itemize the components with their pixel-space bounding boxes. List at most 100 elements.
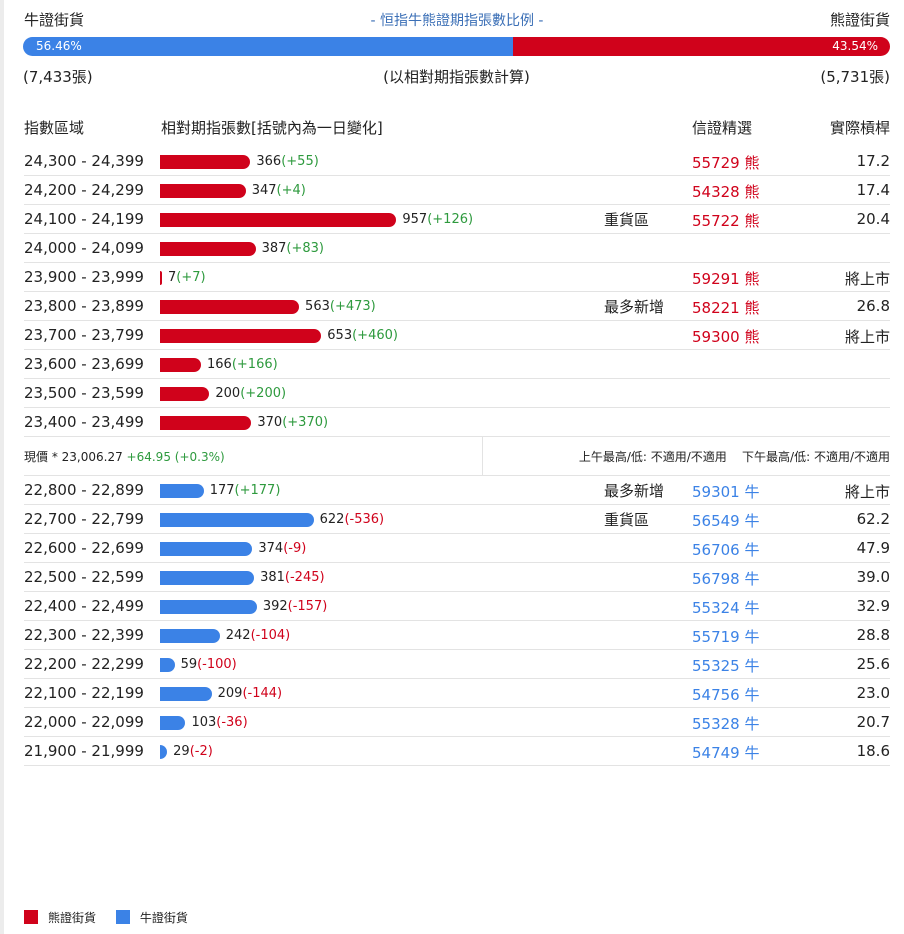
contracts-change: (+83): [286, 241, 324, 256]
legend-bull-label: 牛證街貨: [139, 911, 188, 925]
bull-contracts-bar: [160, 600, 257, 614]
warrant-code-link[interactable]: 55719 牛: [692, 628, 760, 646]
contracts-count: 347: [251, 183, 277, 198]
bear-row: 23,700 - 23,799 653(+460) 59300 熊 將上市: [24, 321, 890, 350]
warrant-code-link[interactable]: 54756 牛: [692, 686, 760, 704]
ratio-header: 牛證街貨 - 恒指牛熊證期指張數比例 - 熊證街貨: [24, 9, 890, 31]
bear-contracts-bar: [160, 387, 210, 401]
contracts-count: 653: [327, 328, 353, 343]
contracts-change: (+126): [427, 212, 474, 227]
warrant-code-link[interactable]: 56798 牛: [692, 570, 760, 588]
pm-high-low: 下午最高/低: 不適用/不適用: [742, 450, 890, 464]
contracts-value: 200(+200): [215, 386, 286, 401]
effective-leverage: 62.2: [856, 510, 890, 528]
warrant-code-link[interactable]: 59291 熊: [692, 270, 760, 288]
contracts-count: 370: [257, 415, 283, 430]
contracts-change: (-245): [284, 570, 325, 585]
warrant-code-link[interactable]: 58221 熊: [692, 299, 760, 317]
effective-leverage: 17.2: [856, 152, 890, 170]
contracts-value: 381(-245): [260, 570, 324, 585]
contracts-change: (+55): [281, 154, 319, 169]
bear-row: 23,500 - 23,599 200(+200): [24, 379, 890, 408]
effective-leverage: 26.8: [856, 297, 890, 315]
effective-leverage: 39.0: [856, 568, 890, 586]
warrant-code-link[interactable]: 55729 熊: [692, 154, 760, 172]
contracts-count: 242: [225, 628, 251, 643]
bull-contract-count: (7,433張): [23, 68, 93, 86]
contracts-value: 392(-157): [263, 599, 327, 614]
contracts-value: 177(+177): [210, 483, 281, 498]
warrant-code-link[interactable]: 54749 牛: [692, 744, 760, 762]
contracts-change: (-36): [216, 715, 248, 730]
bear-row: 24,100 - 24,199 957(+126) 重貨區 55722 熊 20.4: [24, 205, 890, 234]
index-range: 22,400 - 22,499: [24, 597, 144, 615]
index-range: 24,100 - 24,199: [24, 210, 144, 228]
contracts-count: 7: [168, 270, 177, 285]
current-price-row: 現價 * 23,006.27 +64.95 (+0.3%) 上午最高/低: 不適…: [24, 437, 890, 476]
chart-title: - 恒指牛熊證期指張數比例 -: [370, 13, 544, 29]
warrant-code-link[interactable]: 55328 牛: [692, 715, 760, 733]
col-pick: 信證精選: [692, 119, 753, 137]
bull-row: 22,700 - 22,799 622(-536) 重貨區 56549 牛 62.2: [24, 505, 890, 534]
bull-row: 22,100 - 22,199 209(-144) 54756 牛 23.0: [24, 679, 890, 708]
bull-contracts-bar: [160, 571, 255, 585]
contracts-value: 957(+126): [402, 212, 473, 227]
bull-contracts-bar: [160, 716, 186, 730]
am-high-low: 上午最高/低: 不適用/不適用: [578, 450, 727, 464]
contracts-value: 347(+4): [252, 183, 306, 198]
effective-leverage: 將上市: [844, 270, 890, 288]
bull-row: 22,300 - 22,399 242(-104) 55719 牛 28.8: [24, 621, 890, 650]
zone-tag: 最多新增: [604, 482, 665, 500]
bear-contracts-bar: [160, 184, 246, 198]
warrant-code-link[interactable]: 56549 牛: [692, 512, 760, 530]
index-range: 22,300 - 22,399: [24, 626, 144, 644]
legend-bear-swatch: [24, 910, 38, 924]
warrant-code-link[interactable]: 54328 熊: [692, 183, 760, 201]
warrant-code-link[interactable]: 55722 熊: [692, 212, 760, 230]
bull-contracts-bar: [160, 658, 175, 672]
bear-contracts-bar: [160, 416, 252, 430]
contracts-change: (-100): [197, 657, 237, 672]
contracts-value: 29(-2): [173, 744, 213, 759]
col-contracts: 相對期指張數[括號內為一日變化]: [161, 119, 383, 137]
effective-leverage: 將上市: [844, 483, 890, 501]
effective-leverage: 將上市: [844, 328, 890, 346]
index-range: 22,600 - 22,699: [24, 539, 144, 557]
contracts-count: 177: [209, 483, 235, 498]
warrant-code-link[interactable]: 59301 牛: [692, 483, 760, 501]
warrant-code-link[interactable]: 56706 牛: [692, 541, 760, 559]
bull-row: 21,900 - 21,999 29(-2) 54749 牛 18.6: [24, 737, 890, 766]
contracts-change: (+7): [176, 270, 206, 285]
index-range: 23,900 - 23,999: [24, 268, 144, 286]
bull-contracts-bar: [160, 542, 253, 556]
contracts-count: 166: [207, 357, 232, 372]
price-label: 現價 *: [24, 450, 62, 464]
index-range: 22,800 - 22,899: [24, 481, 144, 499]
warrant-code-link[interactable]: 55325 牛: [692, 657, 760, 675]
table-header: 指數區域 相對期指張數[括號內為一日變化] 信證精選 實際槓桿: [24, 117, 890, 141]
contracts-value: 366(+55): [256, 154, 318, 169]
price-value: 23,006.27: [61, 450, 123, 464]
bear-ratio-segment: 43.54%: [512, 37, 890, 56]
bear-row: 24,000 - 24,099 387(+83): [24, 234, 890, 263]
warrant-code-link[interactable]: 59300 熊: [692, 328, 760, 346]
contracts-change: (-2): [189, 744, 213, 759]
effective-leverage: 20.4: [856, 210, 890, 228]
contracts-change: (-104): [250, 628, 291, 643]
zone-tag: 最多新增: [604, 298, 665, 316]
contracts-change: (+4): [276, 183, 306, 198]
bull-row: 22,400 - 22,499 392(-157) 55324 牛 32.9: [24, 592, 890, 621]
bear-row: 23,400 - 23,499 370(+370): [24, 408, 890, 437]
contracts-value: 374(-9): [258, 541, 306, 556]
contracts-count: 563: [305, 299, 330, 314]
effective-leverage: 23.0: [856, 684, 890, 702]
contracts-value: 7(+7): [168, 270, 206, 285]
index-range: 24,000 - 24,099: [24, 239, 144, 257]
contracts-value: 563(+473): [305, 299, 376, 314]
contracts-count: 957: [402, 212, 428, 227]
legend: 熊證街貨 牛證街貨: [24, 909, 204, 926]
bull-contracts-bar: [160, 745, 168, 759]
warrant-code-link[interactable]: 55324 牛: [692, 599, 760, 617]
bull-bear-ratio-bar: 56.46% 43.54%: [23, 37, 890, 56]
contracts-count: 381: [260, 570, 285, 585]
